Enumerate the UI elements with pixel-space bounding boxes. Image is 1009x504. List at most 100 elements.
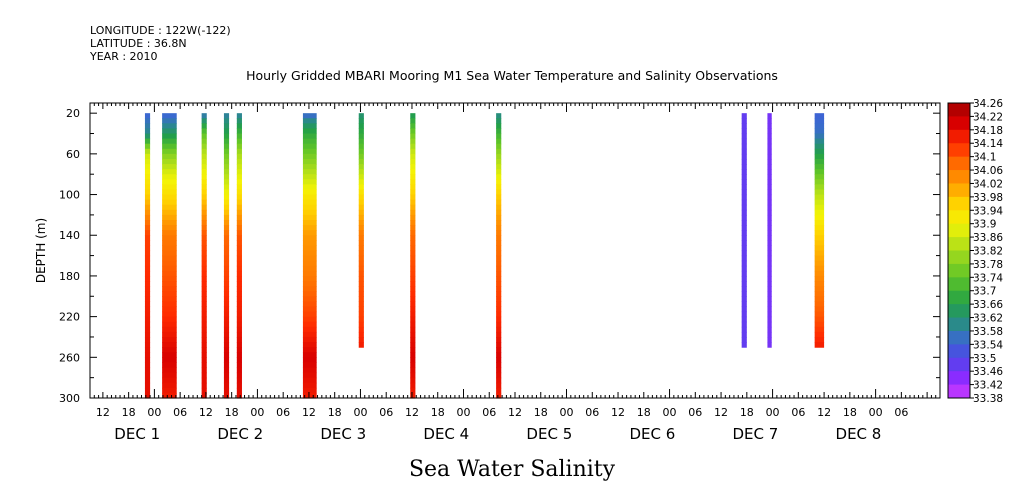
- profile-cell: [814, 306, 825, 313]
- profile-cell: [410, 347, 416, 353]
- profile-cell: [302, 123, 317, 130]
- profile-cell: [741, 235, 747, 241]
- profile-cell: [223, 316, 230, 323]
- profile-cell: [223, 128, 230, 135]
- profile-cell: [236, 143, 242, 150]
- profile-cell: [410, 143, 416, 150]
- profile-cell: [162, 133, 177, 140]
- x-tick-label: 12: [96, 406, 110, 419]
- profile-cell: [201, 138, 207, 145]
- profile-cell: [144, 367, 151, 374]
- x-tick-label: 06: [379, 406, 393, 419]
- profile-cell: [236, 214, 242, 221]
- colorbar-label: 33.98: [973, 192, 1003, 204]
- profile-cell: [767, 169, 772, 175]
- x-tick-label: 00: [353, 406, 367, 419]
- x-tick-label: 12: [611, 406, 625, 419]
- profile-cell: [814, 235, 825, 241]
- profile-cell: [496, 342, 502, 348]
- y-tick-label: 140: [59, 229, 80, 242]
- profile-cell: [162, 214, 177, 221]
- profile-cell: [236, 189, 242, 196]
- profile-cell: [302, 209, 317, 216]
- profile-cell: [162, 306, 177, 313]
- colorbar-swatch: [948, 250, 970, 265]
- profile-cell: [162, 179, 177, 185]
- colorbar-label: 33.7: [973, 286, 996, 298]
- profile-cell: [162, 331, 177, 338]
- profile-cell: [162, 291, 177, 297]
- profile-cell: [358, 133, 364, 140]
- profile-cell: [358, 235, 364, 241]
- profile-cell: [162, 113, 177, 119]
- profile-cell: [741, 265, 747, 272]
- profile-cell: [814, 194, 825, 201]
- profile-cell: [302, 169, 317, 175]
- profile-cell: [144, 326, 151, 333]
- profile-cell: [201, 240, 207, 247]
- profile-cell: [223, 153, 230, 160]
- profile-cell: [358, 148, 364, 155]
- profile-cell: [223, 286, 230, 292]
- profile-cell: [358, 250, 364, 257]
- salinity-profile-8: [410, 113, 416, 399]
- profile-cell: [410, 362, 416, 369]
- profile-cell: [767, 265, 772, 272]
- profile-cell: [201, 296, 207, 302]
- profile-cell: [767, 128, 772, 135]
- profile-cell: [201, 169, 207, 175]
- profile-cell: [496, 316, 502, 323]
- profile-cell: [144, 199, 151, 206]
- profile-cell: [358, 128, 364, 135]
- profile-cell: [302, 270, 317, 277]
- colorbar-label: 33.9: [973, 219, 996, 231]
- profile-cell: [223, 194, 230, 201]
- profile-cell: [410, 372, 416, 379]
- profile-cell: [410, 225, 416, 231]
- profile-cell: [236, 235, 242, 241]
- colorbar-swatch: [948, 156, 970, 171]
- profile-cell: [302, 240, 317, 247]
- profile-cell: [814, 158, 825, 165]
- profile-cell: [144, 281, 151, 287]
- profile-cell: [814, 138, 825, 145]
- profile-cell: [358, 174, 364, 180]
- profile-cell: [162, 265, 177, 272]
- profile-cell: [767, 199, 772, 206]
- profile-cell: [144, 174, 151, 180]
- profile-cell: [741, 326, 747, 333]
- profile-cell: [144, 377, 151, 384]
- profile-cell: [201, 179, 207, 185]
- salinity-profile-12: [814, 113, 825, 348]
- profile-cell: [767, 138, 772, 145]
- profile-cell: [302, 204, 317, 211]
- profile-cell: [741, 164, 747, 170]
- profile-cell: [767, 230, 772, 236]
- profile-cell: [496, 296, 502, 302]
- colorbar-label: 34.22: [973, 111, 1003, 123]
- profile-cell: [741, 133, 747, 140]
- profile-cell: [496, 169, 502, 175]
- profile-cell: [358, 326, 364, 333]
- profile-cell: [302, 133, 317, 140]
- x-tick-label: 06: [585, 406, 599, 419]
- profile-cell: [302, 148, 317, 155]
- profile-cell: [496, 128, 502, 135]
- colorbar-swatch: [948, 277, 970, 292]
- profile-cell: [236, 199, 242, 206]
- colorbar-swatch: [948, 304, 970, 319]
- profile-cell: [358, 118, 364, 124]
- profile-cell: [162, 357, 177, 363]
- profile-cell: [201, 331, 207, 338]
- profile-cell: [767, 321, 772, 328]
- profile-cell: [741, 240, 747, 247]
- profile-cell: [236, 352, 242, 358]
- profile-cell: [496, 347, 502, 353]
- profile-cell: [814, 275, 825, 282]
- profile-cell: [223, 372, 230, 379]
- profile-cell: [767, 164, 772, 170]
- profile-cell: [223, 347, 230, 353]
- profile-cell: [162, 301, 177, 308]
- profile-cell: [496, 352, 502, 358]
- profile-cell: [162, 199, 177, 206]
